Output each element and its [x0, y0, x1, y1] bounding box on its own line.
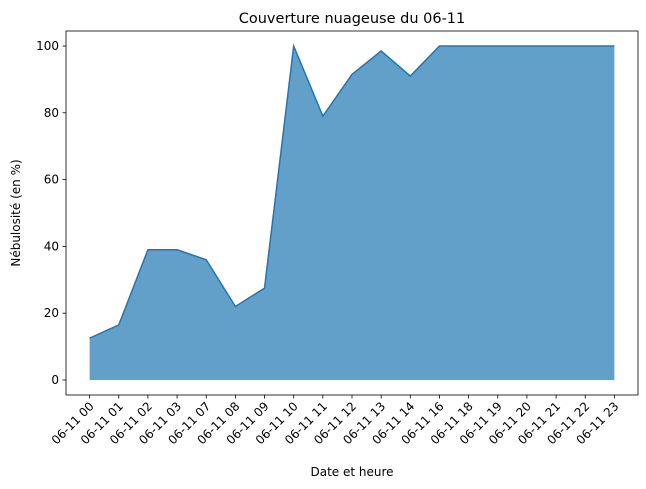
y-axis-label: Nébulosité (en %) [9, 159, 23, 266]
y-tick-label: 0 [51, 373, 59, 387]
y-tick-label: 100 [36, 39, 59, 53]
plot-area [89, 43, 615, 380]
chart-title: Couverture nuageuse du 06-11 [239, 11, 466, 27]
y-tick-label: 20 [44, 306, 59, 320]
y-tick-label: 60 [44, 173, 59, 187]
area-fill [89, 46, 615, 380]
y-tick-label: 80 [44, 106, 59, 120]
y-axis: 0 20 40 60 80 100 [36, 39, 66, 387]
y-tick-label: 40 [44, 239, 59, 253]
x-axis-label: Date et heure [310, 465, 393, 479]
